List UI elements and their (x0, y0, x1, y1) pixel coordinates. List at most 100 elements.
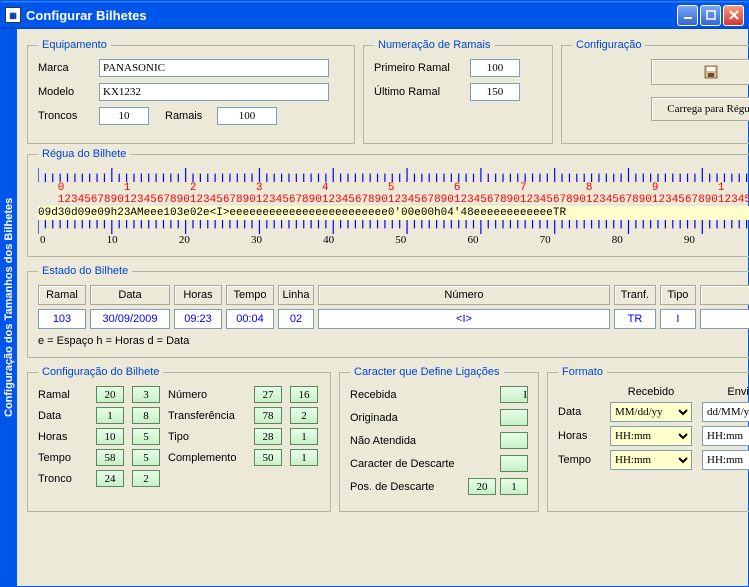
recebida-input[interactable] (500, 386, 528, 403)
ramais-label: Ramais (165, 110, 211, 122)
ramais-input[interactable] (217, 107, 277, 125)
tempo-recebido-select[interactable]: HH:mm (610, 450, 692, 470)
lbl-horas: Horas (38, 431, 90, 443)
data-recebido-select[interactable]: MM/dd/yy (610, 402, 692, 422)
lbl-descarte: Caracter de Descarte (350, 458, 455, 470)
horas-recebido-select[interactable]: HH:mm (610, 426, 692, 446)
save-button[interactable] (651, 59, 749, 85)
hdr-linha: Linha (278, 285, 314, 305)
val-linha: 02 (278, 309, 314, 329)
horas-a[interactable] (96, 428, 124, 445)
data-enviar-select[interactable]: dd/MM/yyyy (702, 402, 749, 422)
originada-input[interactable] (500, 409, 528, 426)
cfg-bilhete-legend: Configuração do Bilhete (38, 366, 163, 378)
regua-legend: Régua do Bilhete (38, 148, 130, 160)
configuracao-legend: Configuração (572, 39, 645, 51)
hdr-tipo: Tipo (660, 285, 696, 305)
lbl-numero: Número (168, 389, 248, 401)
hdr-tranf: Tranf. (614, 285, 656, 305)
data-a[interactable] (96, 407, 124, 424)
hdr-tempo: Tempo (226, 285, 274, 305)
primeiro-ramal-label: Primeiro Ramal (374, 62, 464, 74)
tempo-enviar-select[interactable]: HH:mm (702, 450, 749, 470)
equipamento-group: Equipamento Marca Modelo Troncos Ramais (27, 39, 355, 144)
lbl-nao-atendida: Não Atendida (350, 435, 416, 447)
val-numero: <I> (318, 309, 610, 329)
troncos-label: Troncos (38, 110, 93, 122)
val-tempo: 00:04 (226, 309, 274, 329)
val-ramal: 103 (38, 309, 86, 329)
ultimo-ramal-label: Último Ramal (374, 86, 464, 98)
titlebar: ▦ Configurar Bilhetes (1, 1, 748, 29)
val-data: 30/09/2009 (90, 309, 170, 329)
estado-hint: e = Espaço h = Horas d = Data (38, 335, 749, 347)
marca-label: Marca (38, 62, 93, 74)
ultimo-ramal-input[interactable] (470, 83, 520, 101)
pos-descarte-a[interactable] (468, 478, 496, 495)
floppy-icon (703, 64, 719, 80)
tipo-b[interactable] (290, 428, 318, 445)
lbl-tempo: Tempo (38, 452, 90, 464)
numeracao-group: Numeração de Ramais Primeiro Ramal Últim… (363, 39, 553, 144)
troncos-input[interactable] (99, 107, 149, 125)
compl-b[interactable] (290, 449, 318, 466)
equipamento-legend: Equipamento (38, 39, 111, 51)
data-b[interactable] (132, 407, 160, 424)
regua-group: Régua do Bilhete 0 1 2 3 4 5 6 7 8 9 1 1… (27, 148, 749, 257)
tronco-a[interactable] (96, 470, 124, 487)
ruler-axis-labels: 0102030405060708090100110 (38, 234, 749, 246)
vertical-tab[interactable]: Configuração dos Tamanhos dos Bilhetes (1, 29, 17, 586)
primeiro-ramal-input[interactable] (470, 59, 520, 77)
configuracao-group: Configuração Carrega para Régua (561, 39, 749, 144)
lbl-data: Data (38, 410, 90, 422)
hdr-enviar: Enviar (702, 386, 749, 398)
nao-atendida-input[interactable] (500, 432, 528, 449)
maximize-button[interactable] (700, 5, 721, 26)
hdr-ligacao: Ligação (700, 285, 749, 305)
cfg-bilhete-group: Configuração do Bilhete Ramal Número Dat… (27, 366, 331, 512)
hdr-ramal: Ramal (38, 285, 86, 305)
ramal-b[interactable] (132, 386, 160, 403)
numeracao-legend: Numeração de Ramais (374, 39, 495, 51)
tempo-a[interactable] (96, 449, 124, 466)
tempo-b[interactable] (132, 449, 160, 466)
minimize-button[interactable] (677, 5, 698, 26)
descarte-input[interactable] (500, 455, 528, 472)
lbl-tipo: Tipo (168, 431, 248, 443)
val-tipo: I (660, 309, 696, 329)
ruler-tens: 0 1 2 3 4 5 6 7 8 9 1 1 (38, 182, 749, 194)
compl-a[interactable] (254, 449, 282, 466)
ramal-a[interactable] (96, 386, 124, 403)
hdr-data: Data (90, 285, 170, 305)
formato-group: Formato Recebido Enviar Data MM/dd/yy dd… (547, 366, 749, 512)
numero-a[interactable] (254, 386, 282, 403)
tipo-a[interactable] (254, 428, 282, 445)
lbl-pos-descarte: Pos. de Descarte (350, 481, 434, 493)
lbl-transf: Transferência (168, 410, 248, 422)
carrega-regua-button[interactable]: Carrega para Régua (651, 97, 749, 121)
lbl-tronco: Tronco (38, 473, 90, 485)
estado-group: Estado do Bilhete Ramal Data Horas Tempo… (27, 265, 749, 358)
pos-descarte-b[interactable] (500, 478, 528, 495)
lbl-fmt-tempo: Tempo (558, 454, 600, 466)
hdr-recebido: Recebido (610, 386, 692, 398)
lbl-compl: Complemento (168, 452, 248, 464)
horas-b[interactable] (132, 428, 160, 445)
formato-legend: Formato (558, 366, 607, 378)
transf-b[interactable] (290, 407, 318, 424)
transf-a[interactable] (254, 407, 282, 424)
close-button[interactable] (723, 5, 744, 26)
modelo-input[interactable] (99, 83, 329, 101)
app-icon: ▦ (5, 7, 21, 23)
horas-enviar-select[interactable]: HH:mm (702, 426, 749, 446)
val-horas: 09:23 (174, 309, 222, 329)
val-ligacao: CELULAR (700, 309, 749, 329)
numero-b[interactable] (290, 386, 318, 403)
modelo-label: Modelo (38, 86, 93, 98)
estado-legend: Estado do Bilhete (38, 265, 132, 277)
tronco-b[interactable] (132, 470, 160, 487)
lbl-fmt-data: Data (558, 406, 600, 418)
window: ▦ Configurar Bilhetes Configuração dos T… (0, 0, 749, 587)
marca-input[interactable] (99, 59, 329, 77)
val-tranf: TR (614, 309, 656, 329)
